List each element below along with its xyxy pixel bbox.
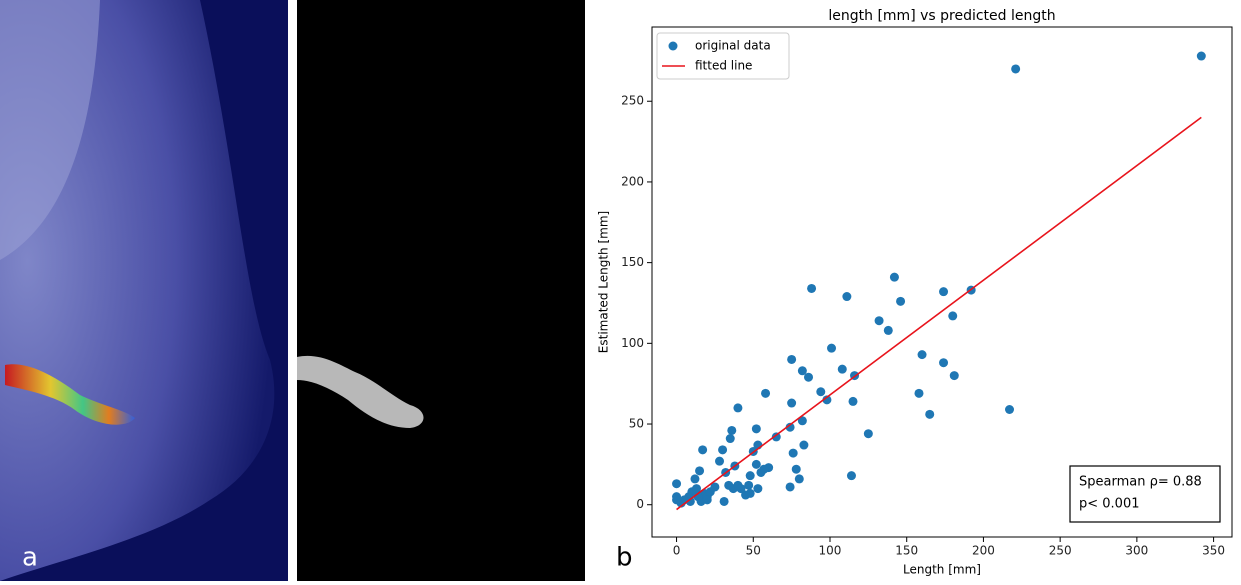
y-tick-label: 250 xyxy=(621,94,644,108)
y-tick-label: 200 xyxy=(621,174,644,188)
data-point xyxy=(846,471,856,481)
data-point xyxy=(725,434,735,444)
data-point xyxy=(733,403,743,413)
data-point xyxy=(797,416,807,426)
data-point xyxy=(753,484,763,494)
data-point xyxy=(761,388,771,398)
data-point xyxy=(751,424,761,434)
mammogram-panel xyxy=(0,0,288,581)
data-point xyxy=(949,371,959,381)
y-tick-label: 150 xyxy=(621,255,644,269)
data-point xyxy=(691,484,701,494)
data-point xyxy=(724,480,734,490)
data-point xyxy=(698,445,708,455)
data-point xyxy=(842,292,852,302)
annotation-text: p< 0.001 xyxy=(1079,497,1140,512)
data-point xyxy=(690,474,700,484)
panel-gap xyxy=(288,0,297,581)
data-point xyxy=(939,358,949,368)
data-point xyxy=(797,366,807,376)
data-point xyxy=(787,398,797,408)
data-point xyxy=(718,445,728,455)
data-point xyxy=(883,325,893,335)
data-point xyxy=(771,432,781,442)
data-point xyxy=(917,350,927,360)
data-point xyxy=(799,440,809,450)
data-point xyxy=(788,448,798,458)
legend-label: fitted line xyxy=(695,59,752,73)
x-axis-label: Length [mm] xyxy=(903,563,981,577)
data-point xyxy=(896,296,906,306)
data-point xyxy=(863,429,873,439)
data-point xyxy=(785,422,795,432)
annotation-text: Spearman ρ= 0.88 xyxy=(1079,475,1202,490)
x-tick-label: 100 xyxy=(819,544,842,558)
data-point xyxy=(889,272,899,282)
data-point xyxy=(702,495,712,505)
y-tick-label: 100 xyxy=(621,336,644,350)
data-point xyxy=(685,496,695,506)
data-point xyxy=(727,425,737,435)
data-point xyxy=(837,364,847,374)
data-point xyxy=(804,372,814,382)
data-point xyxy=(672,479,682,489)
data-point xyxy=(791,464,801,474)
data-point xyxy=(719,496,729,506)
x-tick-label: 50 xyxy=(746,544,761,558)
data-point xyxy=(787,354,797,364)
data-point xyxy=(827,343,837,353)
data-point xyxy=(925,409,935,419)
x-tick-label: 250 xyxy=(1049,544,1072,558)
data-point xyxy=(1011,64,1021,74)
data-point xyxy=(822,395,832,405)
data-point xyxy=(816,387,826,397)
legend-label: original data xyxy=(695,39,771,53)
data-point xyxy=(695,466,705,476)
plot-area xyxy=(651,26,1233,538)
data-point xyxy=(745,488,755,498)
x-tick-label: 350 xyxy=(1202,544,1225,558)
data-point xyxy=(1196,51,1206,61)
data-point xyxy=(785,482,795,492)
data-point xyxy=(736,484,746,494)
annotation-box xyxy=(1069,465,1221,523)
x-tick-label: 200 xyxy=(972,544,995,558)
data-point xyxy=(751,459,761,469)
data-point xyxy=(794,474,804,484)
data-point xyxy=(807,283,817,293)
data-point xyxy=(874,316,884,326)
fitted-line xyxy=(676,116,1202,511)
data-point xyxy=(948,311,958,321)
data-point xyxy=(759,464,769,474)
panel-label: b xyxy=(616,543,633,573)
segmentation-panel xyxy=(297,0,585,581)
data-point xyxy=(914,388,924,398)
data-point xyxy=(939,287,949,297)
x-tick-label: 0 xyxy=(673,544,681,558)
legend-marker xyxy=(668,41,678,51)
data-point xyxy=(744,480,754,490)
panel-label: a xyxy=(22,543,38,573)
y-tick-label: 0 xyxy=(636,497,644,511)
data-point xyxy=(715,456,725,466)
y-axis-label: Estimated Length [mm] xyxy=(597,211,611,353)
data-point xyxy=(745,471,755,481)
chart-title: length [mm] vs predicted length xyxy=(828,8,1055,24)
y-tick-label: 50 xyxy=(629,417,644,431)
x-tick-label: 300 xyxy=(1125,544,1148,558)
data-point xyxy=(710,482,720,492)
data-point xyxy=(848,396,858,406)
legend-box xyxy=(656,32,790,80)
data-point xyxy=(1005,405,1015,414)
x-tick-label: 150 xyxy=(895,544,918,558)
